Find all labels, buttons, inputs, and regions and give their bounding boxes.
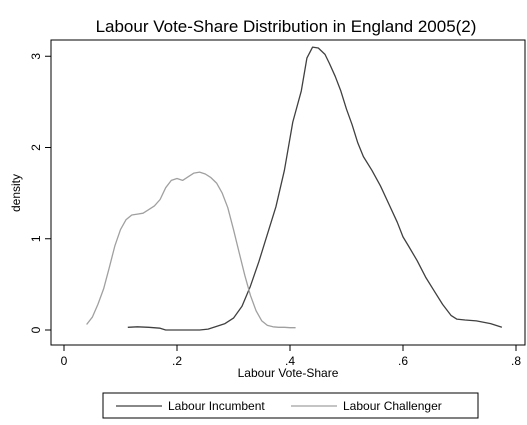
x-tick-label: .6 — [398, 354, 408, 368]
y-tick-label: 0 — [29, 326, 43, 333]
legend-label-labour-incumbent: Labour Incumbent — [168, 399, 265, 413]
series-line-labour-challenger — [86, 171, 296, 329]
x-axis-label: Labour Vote-Share — [238, 366, 339, 380]
series-line-labour-incumbent — [127, 46, 503, 331]
x-tick-label: .4 — [285, 354, 295, 368]
x-tick-label: .2 — [172, 354, 182, 368]
y-axis: 0 1 2 3 — [29, 53, 51, 333]
legend-label-labour-challenger: Labour Challenger — [343, 399, 442, 413]
x-axis: 0 .2 .4 .6 .8 — [61, 345, 521, 368]
legend: Labour Incumbent Labour Challenger — [102, 392, 479, 419]
x-tick-label: 0 — [61, 354, 68, 368]
chart-title: Labour Vote-Share Distribution in Englan… — [96, 17, 477, 36]
plot-frame — [50, 39, 526, 346]
y-tick-label: 2 — [29, 144, 43, 151]
y-tick-label: 1 — [29, 235, 43, 242]
y-axis-label: density — [9, 174, 23, 212]
x-tick-label: .8 — [511, 354, 521, 368]
series-layer — [86, 46, 503, 331]
y-tick-label: 3 — [29, 53, 43, 60]
legend-box — [102, 392, 479, 419]
